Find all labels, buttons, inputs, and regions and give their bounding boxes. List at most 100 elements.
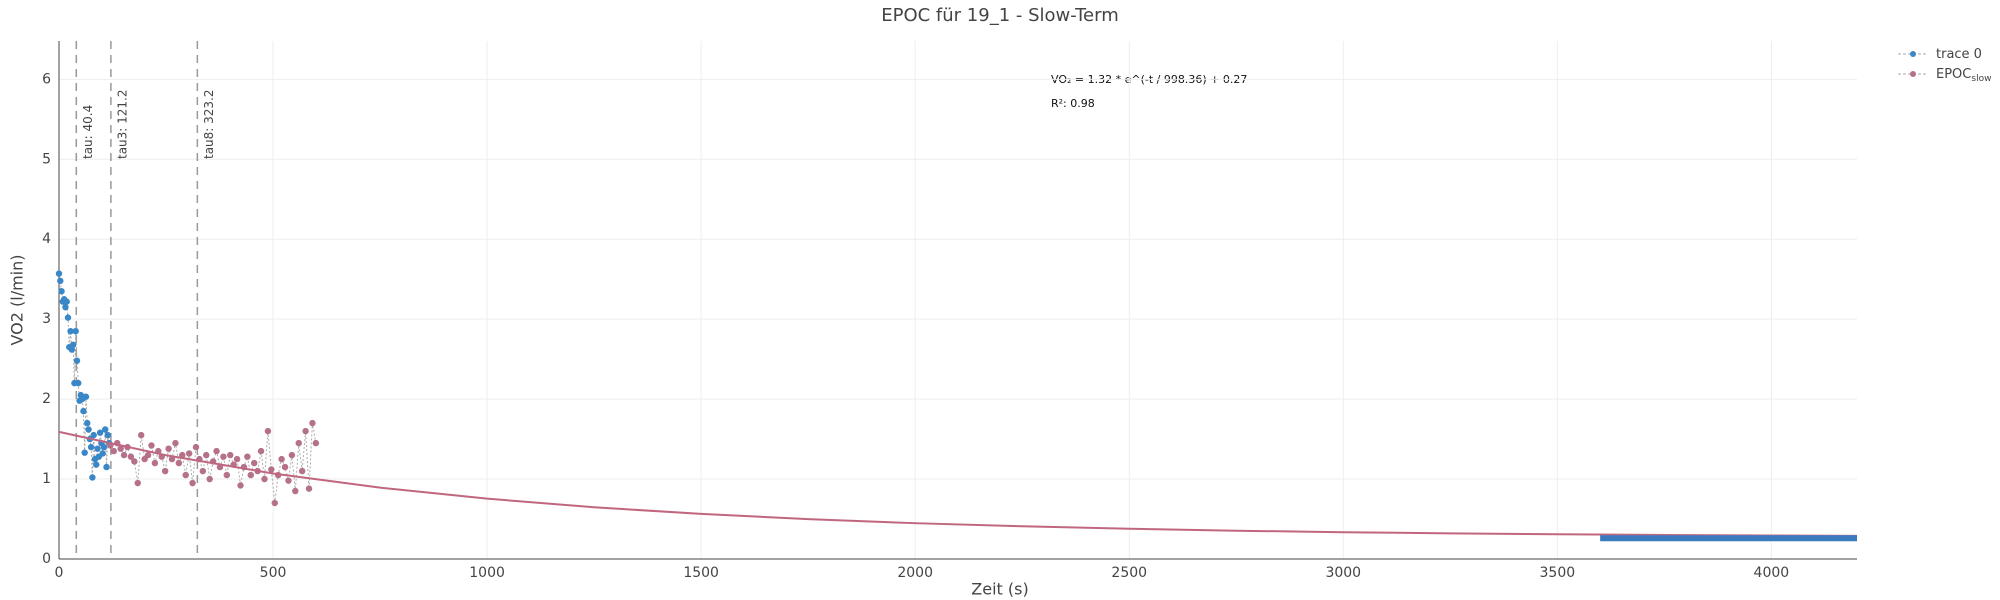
marker bbox=[206, 475, 213, 483]
y-tick-label: 1 bbox=[42, 471, 51, 487]
reference-label: tau3: 121.2 bbox=[115, 89, 129, 159]
reference-label: tau: 40.4 bbox=[81, 105, 95, 159]
marker bbox=[72, 327, 79, 335]
x-tick-label: 3500 bbox=[1540, 565, 1576, 581]
marker bbox=[134, 479, 141, 487]
marker bbox=[185, 450, 193, 457]
marker bbox=[161, 467, 169, 475]
marker bbox=[172, 439, 179, 447]
marker bbox=[104, 431, 112, 439]
x-axis-title: Zeit (s) bbox=[971, 580, 1028, 599]
x-tick-label: 1000 bbox=[469, 565, 505, 581]
marker bbox=[278, 455, 285, 463]
marker bbox=[261, 475, 268, 483]
marker bbox=[298, 467, 306, 475]
marker bbox=[102, 426, 109, 433]
marker bbox=[99, 450, 106, 457]
marker bbox=[189, 479, 196, 487]
marker bbox=[75, 379, 82, 387]
marker bbox=[80, 407, 87, 415]
marker bbox=[264, 427, 272, 435]
legend-name: trace 0 bbox=[1936, 47, 1982, 62]
marker bbox=[288, 451, 296, 459]
marker bbox=[89, 474, 96, 481]
marker bbox=[100, 443, 108, 451]
marker bbox=[103, 463, 110, 471]
marker bbox=[233, 455, 241, 463]
marker bbox=[62, 303, 69, 311]
marker bbox=[244, 453, 251, 460]
marker bbox=[165, 445, 172, 452]
marker bbox=[251, 459, 258, 467]
marker bbox=[302, 427, 309, 435]
marker bbox=[271, 499, 278, 507]
marker bbox=[223, 471, 231, 479]
y-tick-label: 0 bbox=[42, 551, 51, 567]
marker bbox=[182, 471, 189, 479]
reference-label: tau8: 323.2 bbox=[202, 89, 216, 159]
marker bbox=[203, 451, 210, 459]
marker bbox=[93, 461, 100, 468]
x-tick-label: 4000 bbox=[1754, 565, 1790, 581]
line bbox=[58, 430, 1858, 537]
marker bbox=[94, 445, 101, 452]
marker bbox=[67, 327, 74, 335]
annotation: R²: 0.98 bbox=[1051, 97, 1095, 110]
marker bbox=[58, 288, 65, 295]
marker bbox=[285, 477, 292, 484]
legend-label: trace 0 bbox=[1936, 47, 1982, 62]
x-tick-label: 2500 bbox=[1111, 565, 1147, 581]
marker bbox=[68, 346, 76, 353]
x-tick-label: 500 bbox=[260, 565, 287, 581]
marker bbox=[309, 419, 316, 427]
marker bbox=[117, 445, 124, 452]
marker bbox=[247, 471, 254, 479]
marker bbox=[55, 270, 63, 277]
legend-label: EPOCslow bbox=[1936, 67, 1991, 84]
marker bbox=[127, 453, 135, 460]
marker bbox=[175, 459, 183, 467]
marker bbox=[144, 451, 152, 459]
marker bbox=[82, 393, 90, 400]
chart-title: EPOC für 19_1 - Slow-Term bbox=[881, 5, 1118, 26]
marker bbox=[120, 451, 128, 459]
marker bbox=[90, 431, 97, 439]
marker bbox=[237, 482, 244, 489]
marker bbox=[213, 447, 220, 455]
marker bbox=[268, 466, 275, 473]
marker bbox=[151, 459, 159, 467]
marker bbox=[87, 443, 95, 451]
marker bbox=[73, 357, 81, 364]
marker bbox=[192, 443, 200, 451]
x-tick-label: 1500 bbox=[683, 565, 719, 581]
marker bbox=[81, 449, 88, 456]
y-tick-label: 3 bbox=[42, 311, 51, 327]
marker bbox=[312, 439, 320, 447]
marker bbox=[64, 314, 72, 321]
marker bbox=[220, 453, 227, 460]
y-tick-label: 6 bbox=[42, 71, 51, 87]
x-tick-label: 0 bbox=[55, 565, 64, 581]
marker bbox=[227, 451, 234, 459]
marker bbox=[131, 458, 138, 465]
marker bbox=[85, 426, 92, 433]
marker bbox=[179, 451, 186, 459]
y-axis-title: VO2 (l/min) bbox=[8, 254, 27, 345]
legend-marker bbox=[1910, 51, 1916, 57]
x-tick-label: 3000 bbox=[1325, 565, 1361, 581]
marker bbox=[96, 429, 104, 436]
y-tick-label: 2 bbox=[42, 391, 51, 407]
marker bbox=[110, 447, 117, 455]
marker bbox=[63, 298, 70, 305]
x-tick-label: 2000 bbox=[897, 565, 933, 581]
marker bbox=[305, 485, 313, 492]
marker bbox=[257, 447, 265, 455]
marker bbox=[137, 431, 145, 439]
marker bbox=[84, 419, 91, 427]
marker bbox=[295, 439, 302, 447]
legend-subscript: slow bbox=[1971, 74, 1991, 84]
y-tick-label: 5 bbox=[42, 151, 51, 167]
legend-marker bbox=[1910, 71, 1916, 77]
marker bbox=[69, 341, 77, 348]
